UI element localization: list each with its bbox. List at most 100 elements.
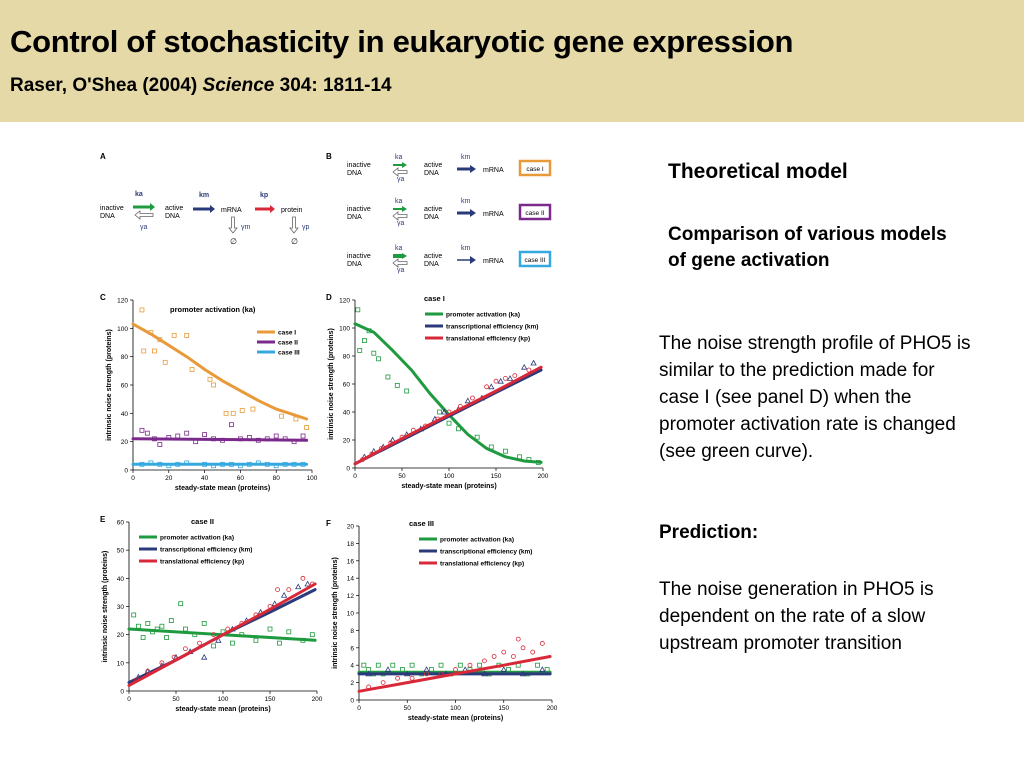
chart-panel-c: C 0 20 40 60 80 100 0 20 40 60 80 100 120 steady-state… bbox=[100, 293, 318, 492]
data-point bbox=[453, 667, 458, 672]
ga-label: γa bbox=[397, 176, 405, 183]
legend-label: transcriptional efficiency (km) bbox=[446, 324, 538, 331]
data-point bbox=[539, 666, 546, 672]
data-point bbox=[273, 433, 279, 439]
data-point bbox=[404, 388, 410, 394]
y-tick-label: 8 bbox=[350, 628, 354, 635]
data-point bbox=[171, 333, 177, 338]
legend-label: translational efficiency (kp) bbox=[160, 559, 244, 566]
data-point bbox=[395, 675, 401, 681]
chart-title: promoter activation (ka) bbox=[170, 305, 256, 314]
slide-title: Control of stochasticity in eukaryotic g… bbox=[10, 24, 794, 59]
y-tick-label: 40 bbox=[117, 576, 125, 583]
y-tick-label: 16 bbox=[347, 558, 355, 565]
x-tick-label: 20 bbox=[165, 475, 173, 482]
x-tick-label: 100 bbox=[450, 705, 461, 712]
ka-arrow-head bbox=[402, 162, 407, 168]
chart-title: case I bbox=[424, 294, 445, 303]
data-point bbox=[361, 338, 367, 344]
ga-label: γa bbox=[140, 224, 148, 231]
data-point bbox=[171, 654, 177, 660]
y-tick-label: 60 bbox=[121, 383, 129, 390]
data-point bbox=[183, 646, 188, 652]
x-tick-label: 100 bbox=[218, 696, 229, 703]
chart-title: case III bbox=[409, 519, 434, 528]
y-axis-label: intrinsic noise strength (proteins) bbox=[102, 551, 109, 663]
theoretical-model-heading: Theoretical model bbox=[668, 160, 848, 183]
data-point bbox=[293, 416, 299, 422]
y-tick-label: 100 bbox=[117, 326, 128, 333]
citation-ref: 304: 1811-14 bbox=[279, 75, 392, 96]
x-tick-label: 50 bbox=[398, 473, 406, 480]
x-tick-label: 100 bbox=[444, 473, 455, 480]
y-tick-label: 2 bbox=[350, 680, 354, 687]
gp-label: γp bbox=[302, 224, 310, 231]
inactive-dna-label: inactive DNA bbox=[100, 205, 124, 220]
legend-label: translational efficiency (kp) bbox=[440, 561, 524, 568]
x-axis-label: steady-state mean (proteins) bbox=[401, 483, 496, 490]
active-dna-label: active DNA bbox=[424, 162, 442, 177]
data-point bbox=[136, 623, 141, 629]
series-group bbox=[353, 365, 543, 466]
km-arrow-head bbox=[210, 205, 215, 213]
data-point bbox=[140, 635, 146, 640]
active-dna-label: active DNA bbox=[165, 205, 183, 220]
km-label: km bbox=[461, 198, 471, 205]
legend-label: case II bbox=[278, 340, 298, 347]
panel-b-row: inactive DNA ka γa active DNA km mRNA case III bbox=[347, 245, 552, 274]
kp-arrow-head bbox=[270, 205, 275, 213]
ka-arrow-head bbox=[150, 203, 155, 211]
data-point bbox=[502, 448, 508, 454]
case-box bbox=[518, 159, 552, 177]
series-group bbox=[131, 422, 309, 447]
data-point bbox=[189, 367, 195, 372]
data-point bbox=[361, 662, 367, 668]
x-tick-label: 60 bbox=[237, 475, 245, 482]
data-point bbox=[380, 680, 386, 685]
data-point bbox=[141, 348, 147, 354]
y-tick-label: 80 bbox=[121, 354, 129, 361]
legend-label: translational efficiency (kp) bbox=[446, 336, 530, 343]
data-point bbox=[409, 662, 415, 668]
data-point bbox=[159, 660, 165, 666]
panel-label: F bbox=[326, 519, 331, 528]
inactive-dna-label: inactive DNA bbox=[347, 253, 371, 268]
data-point bbox=[300, 433, 306, 439]
y-tick-label: 30 bbox=[117, 604, 125, 611]
y-axis-label: intrinsic noise strength (proteins) bbox=[106, 329, 113, 441]
data-point bbox=[175, 433, 181, 439]
series-group bbox=[127, 575, 317, 687]
data-point bbox=[162, 359, 168, 365]
mrna-label: mRNA bbox=[221, 207, 242, 214]
data-point bbox=[438, 662, 444, 668]
null-symbol: ∅ bbox=[291, 237, 298, 246]
data-point bbox=[493, 378, 499, 384]
km-label: km bbox=[461, 154, 471, 161]
series-group bbox=[357, 636, 552, 693]
data-point bbox=[184, 430, 190, 436]
x-tick-label: 0 bbox=[131, 475, 135, 482]
data-point bbox=[286, 587, 292, 593]
prediction-label: Prediction: bbox=[659, 522, 759, 543]
data-point bbox=[484, 384, 490, 390]
data-point bbox=[491, 654, 497, 659]
data-point bbox=[131, 612, 137, 618]
series-group bbox=[127, 601, 317, 649]
x-tick-label: 0 bbox=[127, 696, 131, 703]
legend-label: promoter activation (ka) bbox=[446, 312, 520, 319]
y-tick-label: 0 bbox=[120, 689, 124, 696]
km-label: km bbox=[461, 245, 471, 252]
data-point bbox=[164, 635, 169, 640]
panel-label: D bbox=[326, 293, 332, 302]
data-point bbox=[280, 591, 288, 598]
prediction-text: The noise generation in PHO5 is dependen… bbox=[659, 579, 934, 654]
x-tick-label: 50 bbox=[404, 705, 412, 712]
data-point bbox=[535, 662, 540, 668]
data-point bbox=[502, 375, 508, 381]
data-point bbox=[409, 675, 415, 681]
data-point bbox=[520, 645, 526, 651]
data-point bbox=[159, 623, 165, 629]
data-point bbox=[446, 420, 452, 426]
